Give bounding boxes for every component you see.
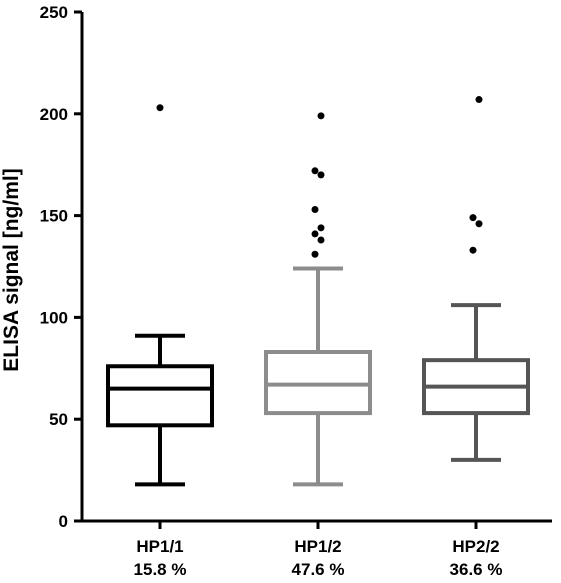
- iqr-box: [106, 364, 214, 428]
- y-tick-label: 200: [40, 105, 68, 124]
- box-series: [106, 96, 530, 487]
- outlier-point: [311, 230, 319, 238]
- x-percent-label: 47.6 %: [292, 560, 345, 579]
- y-tick-label: 50: [49, 410, 68, 429]
- outlier-point: [317, 171, 325, 179]
- outlier-point: [311, 167, 319, 175]
- box-hp1-2: [264, 112, 372, 487]
- outlier-point: [469, 214, 477, 222]
- y-tick-label: 100: [40, 308, 68, 327]
- iqr-box: [264, 350, 372, 416]
- x-tick-label: HP2/2: [452, 537, 499, 556]
- outlier-point: [311, 205, 319, 213]
- outlier-point: [317, 236, 325, 244]
- x-tick-label: HP1/1: [136, 537, 183, 556]
- x-tick-label: HP1/2: [294, 537, 341, 556]
- box-hp2-2: [422, 96, 530, 462]
- x-axis: HP1/1 15.8 % HP1/2 47.6 % HP2/2 36.6 %: [82, 519, 552, 579]
- y-tick-label: 250: [40, 3, 68, 22]
- outlier-point: [156, 104, 164, 112]
- outlier-point: [469, 246, 477, 254]
- y-tick-label: 0: [59, 512, 68, 531]
- y-tick-label: 150: [40, 207, 68, 226]
- outlier-point: [311, 250, 319, 258]
- outlier-point: [475, 220, 483, 228]
- y-axis-label: ELISA signal [ng/ml]: [0, 168, 23, 371]
- y-axis: 0 50 100 150 200 250: [40, 3, 84, 531]
- outlier-point: [317, 112, 325, 120]
- outlier-point: [475, 96, 483, 104]
- x-percent-label: 15.8 %: [134, 560, 187, 579]
- outlier-point: [317, 224, 325, 232]
- x-percent-label: 36.6 %: [450, 560, 503, 579]
- box-hp1-1: [106, 104, 214, 487]
